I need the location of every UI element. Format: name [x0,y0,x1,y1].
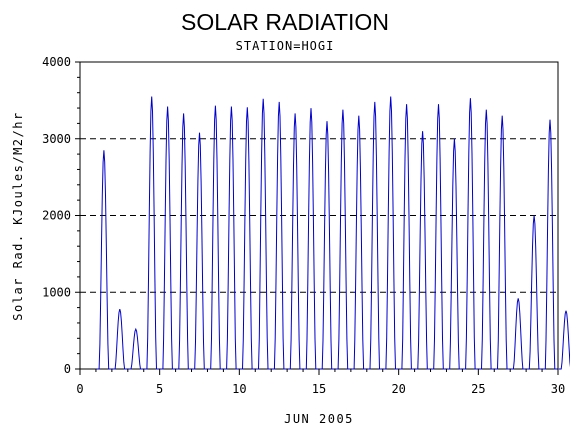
daily-radiation-curve [176,113,191,370]
daily-radiation-curve [415,131,430,370]
daily-radiation-curve [240,107,255,370]
y-tick-label: 2000 [42,209,71,223]
daily-radiation-curve [511,298,526,370]
daily-radiation-curve [256,98,271,370]
daily-radiation-curve [303,108,319,370]
y-tick-label: 3000 [42,132,71,146]
x-tick-label: 20 [391,382,405,396]
x-tick-label: 5 [156,382,163,396]
y-tick-label: 4000 [42,55,71,69]
daily-radiation-curve [367,101,382,370]
chart-subtitle: STATION=HOGI [236,39,335,53]
daily-radiation-curve [160,106,175,370]
y-tick-label: 0 [64,362,71,376]
daily-radiation-curve [351,115,366,370]
x-axis: 0 5 10 15 20 25 30 [76,369,565,396]
daily-radiation-curve [495,115,510,370]
x-tick-label: 25 [471,382,485,396]
daily-radiation-curve [144,96,159,370]
x-tick-label: 0 [76,382,83,396]
daily-radiation-curve [431,104,446,370]
daily-radiation-curve [383,96,398,370]
daily-radiation-curve [479,109,494,370]
daily-radiation-curve [112,308,127,370]
chart-title: SOLAR RADIATION [181,9,389,35]
daily-radiation-curve [526,215,542,370]
daily-radiation-curve [128,327,143,370]
daily-radiation-curve [192,132,207,370]
daily-radiation-curve [399,104,414,370]
x-tick-label: 15 [312,382,326,396]
series-group [96,96,570,370]
daily-radiation-curve [96,150,112,370]
daily-radiation-curve [287,113,303,370]
x-axis-label: JUN 2005 [284,412,354,426]
daily-radiation-curve [208,105,223,370]
x-tick-label: 10 [232,382,246,396]
daily-radiation-curve [272,101,287,370]
daily-radiation-curve [335,109,351,370]
y-tick-label: 1000 [42,285,71,299]
daily-radiation-curve [558,310,570,370]
daily-radiation-curve [319,121,335,370]
daily-radiation-curve [447,138,462,370]
daily-radiation-curve [463,98,478,370]
daily-radiation-curve [542,119,558,370]
y-axis-label: Solar Rad. KJoules/M2/hr [11,111,25,320]
x-tick-label: 30 [551,382,565,396]
daily-radiation-curve [224,106,239,370]
y-axis: 0 1000 2000 3000 4000 [42,55,80,376]
